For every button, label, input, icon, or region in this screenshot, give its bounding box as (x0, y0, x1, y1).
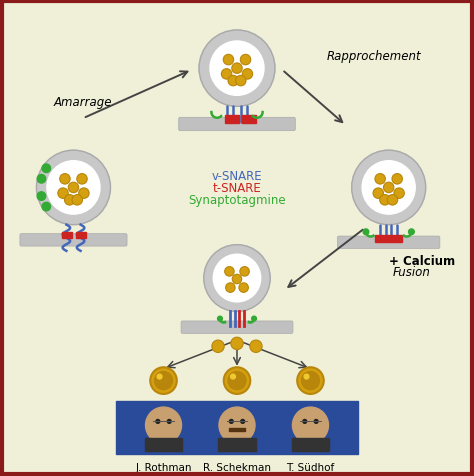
Text: Fusion: Fusion (392, 266, 430, 279)
Circle shape (224, 367, 250, 394)
Circle shape (242, 69, 253, 80)
Bar (375, 236, 402, 242)
Circle shape (213, 255, 261, 302)
Text: + Calcium: + Calcium (389, 254, 455, 268)
Circle shape (37, 192, 46, 201)
Circle shape (252, 317, 256, 321)
Circle shape (218, 317, 222, 321)
Circle shape (394, 188, 404, 199)
Circle shape (232, 64, 242, 74)
Circle shape (304, 375, 309, 379)
Circle shape (380, 195, 390, 206)
Circle shape (240, 55, 251, 66)
Text: T. Südhof: T. Südhof (286, 463, 335, 472)
Circle shape (241, 420, 245, 424)
Circle shape (228, 76, 238, 87)
Circle shape (42, 165, 51, 173)
Circle shape (232, 275, 242, 284)
Circle shape (352, 151, 426, 225)
FancyBboxPatch shape (218, 438, 256, 451)
Circle shape (64, 195, 75, 206)
FancyBboxPatch shape (145, 438, 182, 451)
Circle shape (375, 174, 385, 185)
Circle shape (314, 420, 318, 424)
Circle shape (226, 283, 235, 293)
FancyBboxPatch shape (179, 118, 295, 131)
Circle shape (223, 55, 234, 66)
FancyBboxPatch shape (181, 321, 293, 334)
Circle shape (301, 372, 319, 390)
FancyBboxPatch shape (292, 438, 329, 451)
Text: R. Schekman: R. Schekman (203, 463, 271, 472)
Circle shape (392, 174, 402, 185)
Circle shape (387, 195, 398, 206)
Circle shape (292, 407, 328, 444)
Circle shape (297, 367, 324, 394)
Circle shape (42, 203, 51, 211)
Circle shape (77, 174, 87, 185)
Circle shape (363, 229, 369, 235)
Circle shape (231, 375, 236, 379)
Circle shape (47, 161, 100, 215)
Circle shape (157, 375, 162, 379)
Text: Amarrage: Amarrage (54, 96, 112, 109)
Circle shape (155, 372, 173, 390)
Circle shape (219, 407, 255, 444)
Circle shape (250, 340, 262, 353)
Bar (242, 116, 256, 124)
Circle shape (37, 175, 46, 184)
Circle shape (212, 340, 224, 353)
Circle shape (72, 195, 82, 206)
Text: v-SNARE: v-SNARE (212, 169, 262, 183)
Circle shape (150, 367, 177, 394)
Circle shape (204, 245, 270, 312)
Circle shape (373, 188, 383, 199)
Circle shape (58, 188, 68, 199)
Circle shape (167, 420, 171, 424)
Circle shape (240, 267, 249, 277)
Circle shape (383, 183, 394, 193)
Circle shape (221, 69, 232, 80)
Circle shape (239, 283, 248, 293)
Circle shape (79, 188, 89, 199)
Circle shape (146, 407, 182, 444)
Bar (116, 401, 358, 454)
Circle shape (362, 161, 415, 215)
Circle shape (199, 31, 275, 107)
Circle shape (68, 183, 79, 193)
Bar (76, 232, 86, 239)
Circle shape (156, 420, 160, 424)
Circle shape (409, 229, 414, 235)
Circle shape (60, 174, 70, 185)
Bar (62, 232, 72, 239)
Text: Synaptotagmine: Synaptotagmine (188, 193, 286, 207)
Circle shape (210, 42, 264, 96)
Circle shape (303, 420, 307, 424)
FancyBboxPatch shape (20, 234, 127, 247)
Circle shape (231, 337, 243, 350)
Circle shape (225, 267, 234, 277)
Text: J. Rothman: J. Rothman (135, 463, 192, 472)
Text: t-SNARE: t-SNARE (213, 181, 261, 195)
Text: Rapprochement: Rapprochement (327, 50, 422, 63)
Circle shape (228, 372, 246, 390)
Circle shape (229, 420, 233, 424)
Circle shape (236, 76, 246, 87)
Bar (225, 116, 239, 124)
FancyBboxPatch shape (337, 237, 440, 249)
Circle shape (36, 151, 110, 225)
